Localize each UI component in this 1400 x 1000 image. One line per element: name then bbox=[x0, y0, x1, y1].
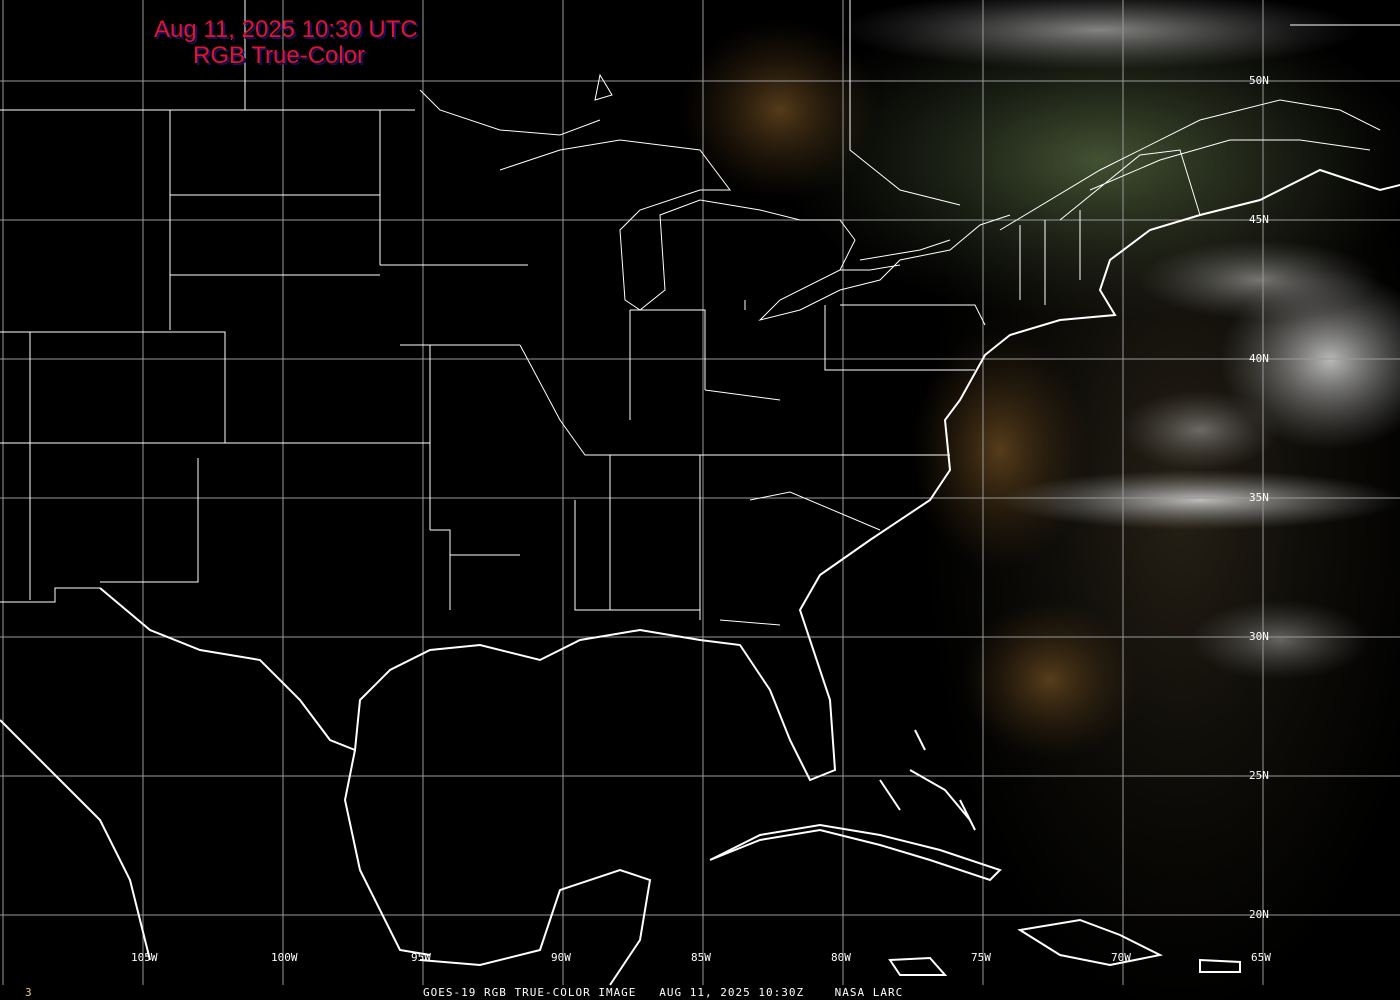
latitude-label: 35N bbox=[1249, 491, 1269, 504]
latitude-label: 25N bbox=[1249, 769, 1269, 782]
latitude-label: 30N bbox=[1249, 630, 1269, 643]
canada-outline bbox=[244, 0, 1400, 206]
hispaniola-coast bbox=[888, 918, 1241, 976]
image-timestamp-title: Aug 11, 2025 10:30 UTC bbox=[154, 16, 418, 43]
longitude-label: 70W bbox=[1111, 951, 1131, 964]
longitude-label: 90W bbox=[551, 951, 571, 964]
great-lakes bbox=[499, 99, 1381, 321]
coastline bbox=[99, 168, 1400, 782]
longitude-label: 105W bbox=[131, 951, 158, 964]
latitude-label: 50N bbox=[1249, 74, 1269, 87]
latitude-label: 45N bbox=[1249, 213, 1269, 226]
image-caption: GOES-19 RGB TRUE-COLOR IMAGE AUG 11, 202… bbox=[423, 986, 904, 999]
latitude-label: 40N bbox=[1249, 352, 1269, 365]
state-boundaries bbox=[0, 109, 1081, 626]
longitude-label: 75W bbox=[971, 951, 991, 964]
satellite-imagery bbox=[680, 0, 1400, 1000]
longitude-label: 65W bbox=[1251, 951, 1271, 964]
longitude-label: 80W bbox=[831, 951, 851, 964]
frame-number: 3 bbox=[25, 986, 33, 999]
longitude-label: 100W bbox=[271, 951, 298, 964]
bahamas-coast bbox=[879, 729, 976, 831]
longitude-label: 95W bbox=[411, 951, 431, 964]
image-product-title: RGB True-Color bbox=[193, 42, 366, 69]
gulf-mexico-coast bbox=[0, 719, 652, 986]
latitude-label: 20N bbox=[1249, 908, 1269, 921]
longitude-label: 85W bbox=[691, 951, 711, 964]
cuba-coast bbox=[709, 823, 1002, 882]
